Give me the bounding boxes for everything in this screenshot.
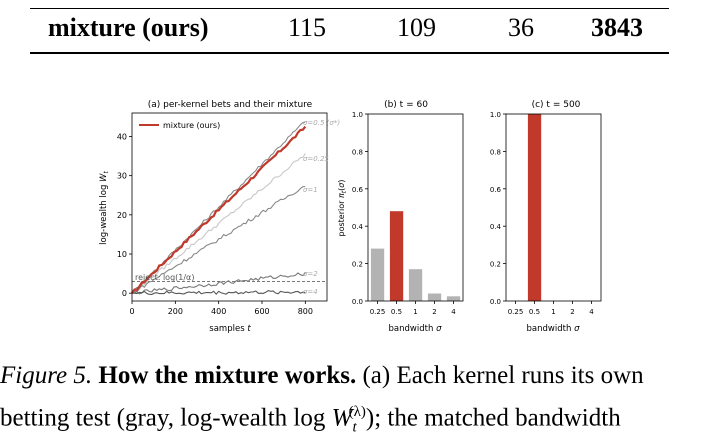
panel-a-xtick-label: 400	[211, 307, 226, 316]
table-cell-col2: 109	[397, 13, 436, 42]
caption-text-2b: ); the matched bandwidth	[365, 404, 621, 432]
series-line-kernel-3	[131, 185, 306, 294]
bar-sigma-0.5	[527, 114, 542, 301]
series-label-sigma-1: σ=1	[303, 186, 318, 194]
panel-a-ticks: 0 200 400 600 800 0 10 20 30 40	[117, 133, 313, 317]
xtick-label: 0.25	[508, 308, 524, 316]
xtick-label: 2	[432, 308, 436, 316]
ytick-label: 0.4	[352, 223, 364, 231]
xtick-label: 1	[413, 308, 417, 316]
table-cell-col4: 3843	[591, 13, 643, 42]
panel-c-ticks: 0.25 0.5 1 2 4 0.0 0.2 0.4 0.6 0.8 1.0	[490, 111, 594, 316]
xtick-label: 0.5	[391, 308, 402, 316]
panel-b-title: (b) t = 60	[384, 100, 428, 110]
legend-mixture-label: mixture (ours)	[163, 121, 220, 130]
xtick-label: 2	[570, 308, 574, 316]
panel-c-frame	[505, 113, 602, 302]
ytick-label: 0.2	[490, 261, 501, 269]
panel-a-xtick-label: 0	[129, 307, 134, 316]
panel-b-bars	[370, 211, 461, 301]
series-label-sigma-0.5: σ=0.5 (σ*)	[303, 119, 340, 127]
xtick-label: 4	[589, 308, 594, 316]
bar-sigma-0.25	[370, 248, 385, 301]
panel-c-title: (c) t = 500	[532, 100, 581, 110]
ytick-label: 0.2	[352, 261, 363, 269]
xtick-label: 1	[551, 308, 555, 316]
series-line-kernel-4	[131, 272, 306, 295]
figure-caption-line-1: Figure 5. How the mixture works. (a) Eac…	[0, 360, 644, 392]
panel-a-title: (a) per-kernel bets and their mixture	[148, 100, 313, 110]
caption-text-1: (a) Each kernel runs its own	[362, 362, 644, 389]
ytick-label: 0.8	[490, 148, 501, 156]
panel-a-ytick-label: 20	[117, 211, 127, 220]
panel-a-xlabel: samples t	[209, 324, 251, 334]
figure-label: Figure 5.	[0, 362, 93, 389]
ytick-label: 0.6	[490, 186, 502, 194]
series-line-kernel-5	[132, 290, 306, 296]
table-cell-col3: 36	[508, 13, 534, 42]
ytick-label: 0.6	[352, 186, 364, 194]
panel-a: (a) per-kernel bets and their mixture 0 2…	[99, 100, 340, 334]
caption-math-sup: (λ)	[348, 404, 366, 420]
xtick-label: 0.5	[529, 308, 540, 316]
ytick-label: 1.0	[490, 111, 501, 119]
series-line-kernel-2	[131, 153, 306, 294]
bar-sigma-0.5	[389, 211, 404, 301]
panel-b-ylabel: posterior πt(σ)	[337, 180, 348, 237]
ytick-label: 0.4	[490, 223, 502, 231]
panel-a-ytick-label: 10	[117, 250, 127, 259]
panel-a-xtick-label: 800	[298, 307, 313, 316]
series-line-mixture	[131, 125, 307, 294]
bar-sigma-4	[446, 296, 461, 301]
bar-sigma-1	[408, 269, 423, 301]
series-label-sigma-2: σ=2	[303, 270, 318, 278]
panel-a-xtick-label: 600	[254, 307, 269, 316]
caption-math-sub: t	[352, 419, 357, 436]
panel-a-frame	[131, 112, 328, 302]
series-label-sigma-4: σ=4	[303, 288, 318, 296]
ytick-label: 1.0	[352, 111, 363, 119]
figure-caption-line-2: betting test (gray, log-wealth log Wt(λ)…	[0, 396, 621, 443]
panel-a-ytick-label: 30	[117, 172, 127, 181]
panel-b-ticks: 0.25 0.5 1 2 4 0.0 0.2 0.4 0.6 0.8 1.0	[352, 111, 456, 316]
table-top-rule	[30, 8, 669, 9]
panel-c: (c) t = 500 0.25 0.5 1 2 4 0.0 0.2 0.4 0.6 0.8 1.0…	[490, 100, 602, 334]
ytick-label: 0.0	[490, 298, 501, 306]
ytick-label: 0.8	[352, 148, 363, 156]
bar-sigma-2	[427, 293, 442, 301]
panel-a-xtick-label: 200	[168, 307, 183, 316]
table-cell-col1: 115	[288, 13, 327, 42]
series-label-sigma-0.25: σ=0.25	[303, 155, 329, 163]
table-cell-method: mixture (ours)	[48, 13, 209, 42]
panel-a-ytick-label: 0	[122, 289, 127, 298]
caption-bold: How the mixture works.	[98, 362, 357, 389]
xtick-label: 0.25	[370, 308, 386, 316]
table-bottom-rule	[30, 52, 669, 54]
ytick-label: 0.0	[352, 298, 363, 306]
threshold-label: reject: log(1/α)	[135, 273, 194, 282]
panel-b: (b) t = 60 0.25 0.5 1 2 40.00.20.40.60.81.0 …	[337, 100, 464, 334]
figure-5: (a) per-kernel bets and their mixture 0 2…	[99, 100, 602, 334]
panel-c-bars	[527, 114, 542, 301]
caption-math-w: W	[331, 404, 353, 432]
xtick-label: 4	[451, 308, 456, 316]
panel-a-ylabel: log-wealth log Wt	[99, 171, 110, 245]
panel-b-xlabel: bandwidth σ	[389, 324, 443, 334]
caption-text-2a: betting test (gray, log-wealth log	[0, 404, 326, 432]
panel-a-ytick-label: 40	[117, 133, 127, 142]
panel-a-plot-area	[131, 121, 327, 296]
panel-c-xlabel: bandwidth σ	[527, 324, 581, 334]
